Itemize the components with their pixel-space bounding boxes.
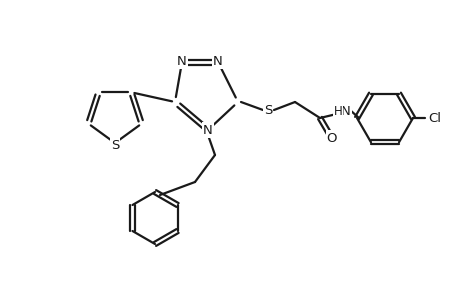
Text: S: S xyxy=(111,139,119,152)
Text: O: O xyxy=(326,131,336,145)
Text: N: N xyxy=(341,104,350,118)
Text: H: H xyxy=(333,104,341,118)
Text: N: N xyxy=(213,55,223,68)
Text: N: N xyxy=(177,55,186,68)
Text: N: N xyxy=(203,124,213,136)
Text: S: S xyxy=(263,103,272,116)
Text: Cl: Cl xyxy=(428,112,441,124)
